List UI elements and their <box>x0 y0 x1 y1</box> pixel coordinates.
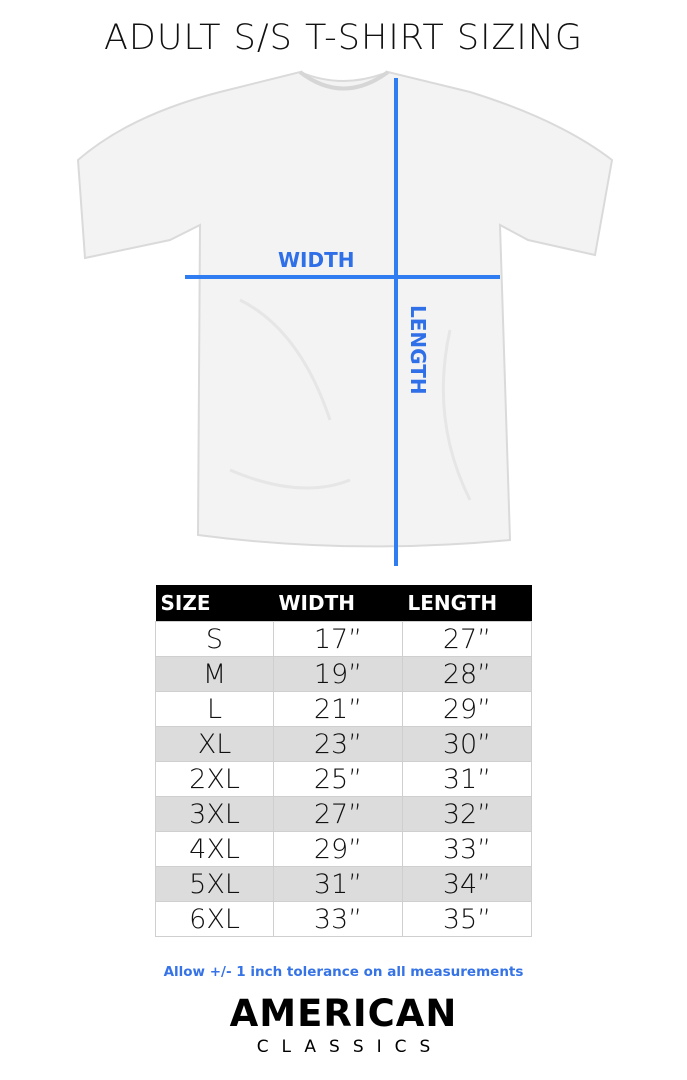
cell-width: 31” <box>273 866 403 902</box>
cell-length: 32” <box>402 796 532 832</box>
cell-length: 34” <box>402 866 532 902</box>
wrinkles <box>229 298 472 501</box>
table-row: M 19” 28” <box>155 656 532 692</box>
table-row: 6XL 33” 35” <box>155 901 532 937</box>
header-length: LENGTH <box>402 585 532 622</box>
cell-size: 2XL <box>155 761 274 797</box>
table-row: 3XL 27” 32” <box>155 796 532 832</box>
length-label: LENGTH <box>406 305 430 395</box>
cell-width: 33” <box>273 901 403 937</box>
cell-size: XL <box>155 726 274 762</box>
cell-width: 19” <box>273 656 403 692</box>
table-row: XL 23” 30” <box>155 726 532 762</box>
table-row: 4XL 29” 33” <box>155 831 532 867</box>
table-row: L 21” 29” <box>155 691 532 727</box>
cell-length: 33” <box>402 831 532 867</box>
cell-width: 27” <box>273 796 403 832</box>
cell-length: 29” <box>402 691 532 727</box>
cell-size: 3XL <box>155 796 274 832</box>
cell-width: 21” <box>273 691 403 727</box>
width-label: WIDTH <box>278 248 355 272</box>
table-row: 5XL 31” 34” <box>155 866 532 902</box>
cell-length: 27” <box>402 621 532 657</box>
header-width: WIDTH <box>273 585 403 622</box>
cell-size: 4XL <box>155 831 274 867</box>
cell-size: S <box>155 621 274 657</box>
brand-logo-subtitle: CLASSICS <box>256 1037 444 1057</box>
page-title: ADULT S/S T-SHIRT SIZING <box>103 18 584 58</box>
header-size: SIZE <box>155 585 274 622</box>
brand-logo: AMERICAN <box>229 992 458 1035</box>
cell-size: M <box>155 656 274 692</box>
cell-size: 5XL <box>155 866 274 902</box>
table-row: S 17” 27” <box>155 621 532 657</box>
collar <box>298 70 390 91</box>
cell-length: 35” <box>402 901 532 937</box>
cell-width: 25” <box>273 761 403 797</box>
cell-length: 30” <box>402 726 532 762</box>
cell-width: 23” <box>273 726 403 762</box>
t-shirt-image <box>76 70 614 548</box>
cell-length: 31” <box>402 761 532 797</box>
size-table: SIZE WIDTH LENGTH S 17” 27” M 19” 28” L 21” 29” X… <box>155 585 532 937</box>
cell-length: 28” <box>402 656 532 692</box>
cell-size: 6XL <box>155 901 274 937</box>
cell-width: 17” <box>273 621 403 657</box>
cell-width: 29” <box>273 831 403 867</box>
cell-size: L <box>155 691 274 727</box>
t-shirt-diagram <box>76 70 614 566</box>
tolerance-note: Allow +/- 1 inch tolerance on all measur… <box>163 964 524 980</box>
table-row: 2XL 25” 31” <box>155 761 532 797</box>
